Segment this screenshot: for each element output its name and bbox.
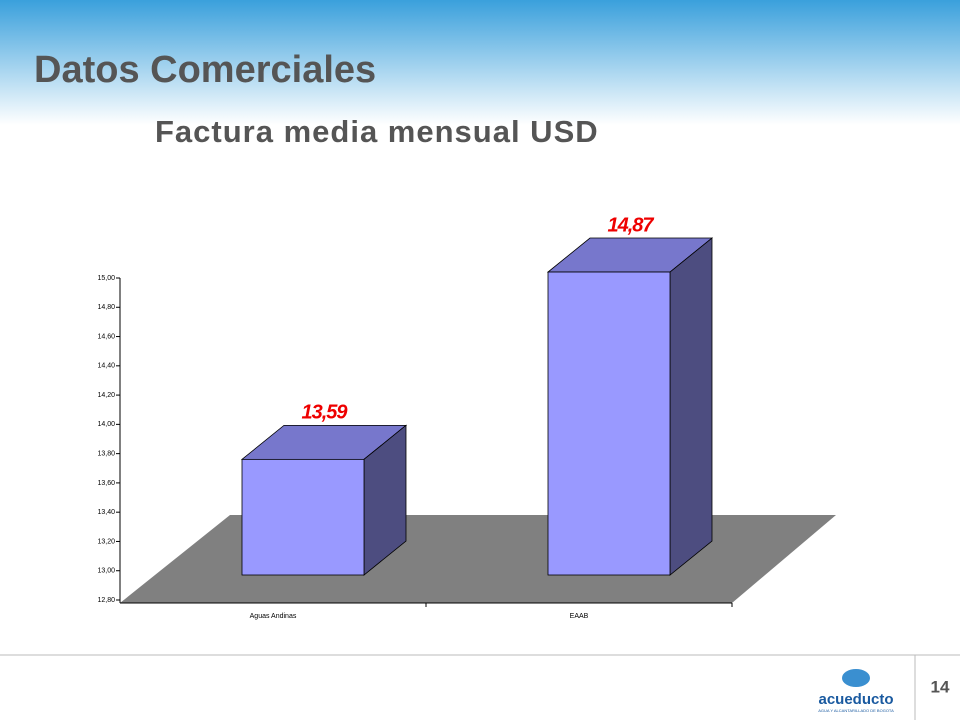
y-tick-label: 13,40 [97,509,115,516]
value-label: 13,59 [301,402,348,424]
value-label: 14,87 [607,214,654,236]
x-tick-label: Aguas Andinas [250,613,297,620]
bar [547,271,671,576]
y-tick-label: 14,00 [97,421,115,428]
bar [241,458,365,576]
logo-icon [842,669,870,687]
y-tick-label: 13,20 [97,538,115,545]
chart-title: Factura media mensual USD [155,114,599,149]
logo-text: acueducto [818,691,893,708]
chart-floor [120,515,836,603]
y-tick-label: 14,60 [97,333,115,340]
header-band [0,0,960,125]
y-tick-label: 13,00 [97,568,115,575]
y-tick-label: 14,20 [97,392,115,399]
y-tick-label: 14,40 [97,363,115,370]
logo-tagline: AGUA Y ALCANTARILLADO DE BOGOTA [818,708,894,713]
y-tick-label: 13,60 [97,480,115,487]
logo: acueducto AGUA Y ALCANTARILLADO DE BOGOT… [818,669,894,713]
y-tick-label: 14,80 [97,304,115,311]
y-tick-label: 12,80 [97,597,115,604]
slide-title: Datos Comerciales [34,49,376,91]
page-number: 14 [931,677,950,696]
y-tick-label: 13,80 [97,450,115,457]
y-tick-label: 15,00 [97,275,115,282]
x-tick-label: EAAB [570,613,589,620]
bar-side [669,237,713,576]
